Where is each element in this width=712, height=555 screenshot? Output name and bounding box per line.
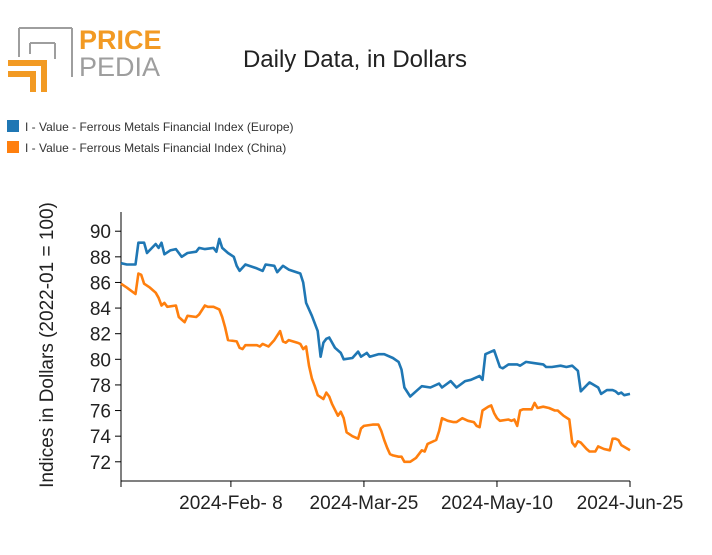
x-axis-ticks: 2024-Feb- 8 2024-Mar-25 2024-May-10 2024-Ju… xyxy=(120,481,684,514)
y-tick-label: 90 xyxy=(90,222,111,243)
y-tick-label: 74 xyxy=(90,427,112,448)
y-axis-label: Indices in Dollars (2022-01 = 100) xyxy=(37,202,58,488)
y-tick-label: 88 xyxy=(90,248,111,269)
legend-label-china: I - Value - Ferrous Metals Financial Ind… xyxy=(25,141,286,155)
y-tick-label: 76 xyxy=(90,402,111,423)
series-lines xyxy=(120,237,631,464)
logo-frame-icon xyxy=(18,27,73,77)
x-tick-label: 2024-Jun-25 xyxy=(577,493,684,514)
y-tick-label: 86 xyxy=(90,273,111,294)
legend-label-europe: I - Value - Ferrous Metals Financial Ind… xyxy=(25,120,294,134)
legend-swatch-europe xyxy=(7,120,19,132)
y-tick-label: 80 xyxy=(90,350,111,371)
x-tick-label: 2024-Feb- 8 xyxy=(179,493,283,514)
legend: I - Value - Ferrous Metals Financial Ind… xyxy=(7,120,294,155)
y-tick-label: 82 xyxy=(90,325,111,346)
legend-swatch-china xyxy=(7,141,19,153)
series-line-europe xyxy=(120,237,631,398)
y-tick-label: 84 xyxy=(90,299,112,320)
series-line-china xyxy=(120,272,631,464)
logo-orange-bracket-icon xyxy=(8,60,47,92)
pricepedia-logo: PRICE PEDIA xyxy=(8,25,162,92)
chart-title: Daily Data, in Dollars xyxy=(243,46,467,73)
logo-word-price: PRICE xyxy=(79,25,162,55)
y-tick-label: 72 xyxy=(90,453,111,474)
x-tick-label: 2024-Mar-25 xyxy=(310,493,419,514)
logo-inner-frame-icon xyxy=(29,42,56,59)
x-tick-label: 2024-May-10 xyxy=(441,493,553,514)
y-tick-label: 78 xyxy=(90,376,111,397)
y-axis-ticks: 72 74 76 78 80 82 84 86 88 90 xyxy=(90,222,121,474)
logo-word-pedia: PEDIA xyxy=(79,52,160,82)
